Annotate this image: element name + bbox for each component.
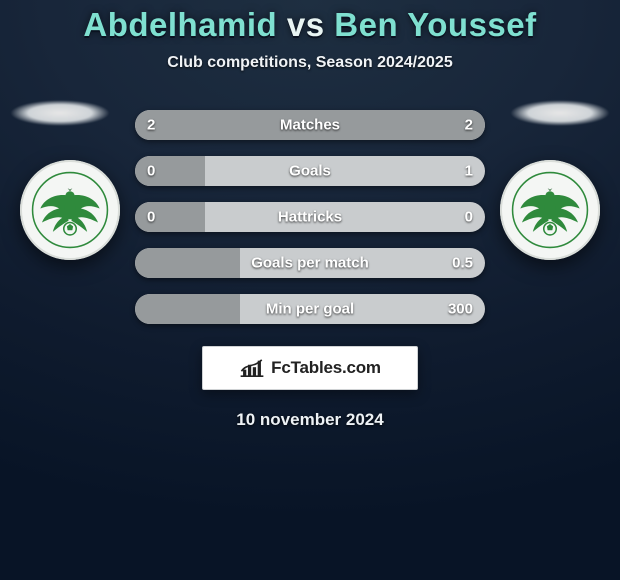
page-title: Abdelhamid vs Ben Youssef — [0, 6, 620, 44]
date-text: 10 november 2024 — [0, 410, 620, 430]
brand-text: FcTables.com — [271, 358, 381, 378]
stat-fill-right — [205, 110, 485, 140]
stat-value-left: 0 — [147, 209, 155, 226]
stat-row: 0.5 Goals per match — [135, 248, 485, 278]
comparison-card: Abdelhamid vs Ben Youssef Club competiti… — [0, 0, 620, 430]
stat-label: Min per goal — [266, 301, 354, 318]
stat-rows: 2 2 Matches 0 1 Goals 0 0 Hattricks 0.5 Goals per … — [135, 110, 485, 324]
eagle-crest-icon — [511, 171, 589, 249]
stat-fill-left — [135, 110, 205, 140]
stat-value-right: 300 — [448, 301, 473, 318]
brand-card: FcTables.com — [202, 346, 418, 390]
stat-value-right: 0.5 — [452, 255, 473, 272]
stat-label: Matches — [280, 117, 340, 134]
player-a-name: Abdelhamid — [83, 6, 277, 43]
stats-arena: 2 2 Matches 0 1 Goals 0 0 Hattricks 0.5 Goals per … — [0, 110, 620, 430]
subtitle: Club competitions, Season 2024/2025 — [0, 54, 620, 72]
stat-label: Hattricks — [278, 209, 342, 226]
stat-row: 2 2 Matches — [135, 110, 485, 140]
stat-row: 300 Min per goal — [135, 294, 485, 324]
crest-shadow-left — [10, 100, 110, 126]
stat-value-right: 0 — [465, 209, 473, 226]
stat-row: 0 0 Hattricks — [135, 202, 485, 232]
stat-label: Goals per match — [251, 255, 369, 272]
stat-label: Goals — [289, 163, 331, 180]
club-crest-right — [500, 160, 600, 260]
stat-value-left: 0 — [147, 163, 155, 180]
stat-fill-left — [135, 202, 205, 232]
club-crest-left — [20, 160, 120, 260]
crest-shadow-right — [510, 100, 610, 126]
stat-value-right: 2 — [465, 117, 473, 134]
stat-fill-left — [135, 156, 205, 186]
stat-value-left: 2 — [147, 117, 155, 134]
vs-separator: vs — [287, 6, 325, 43]
eagle-crest-icon — [31, 171, 109, 249]
stat-row: 0 1 Goals — [135, 156, 485, 186]
stat-fill-left — [135, 248, 240, 278]
stat-value-right: 1 — [465, 163, 473, 180]
bar-chart-icon — [239, 358, 265, 378]
player-b-name: Ben Youssef — [334, 6, 536, 43]
stat-fill-left — [135, 294, 240, 324]
